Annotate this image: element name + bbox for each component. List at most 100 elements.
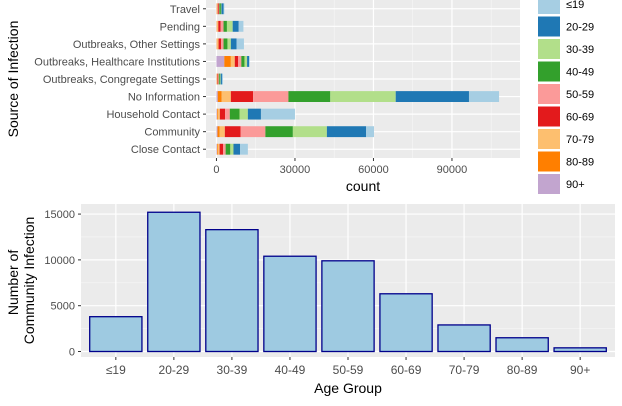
bar-travel-50-59 bbox=[219, 3, 220, 14]
legend-swatch-90plus bbox=[538, 174, 560, 194]
legend-label-80-89: 80-89 bbox=[566, 157, 594, 169]
x-tick-label-50-59: 50-59 bbox=[333, 363, 364, 377]
bar-household-contact-40-49 bbox=[230, 109, 240, 120]
bar-pending-60-69 bbox=[218, 21, 220, 32]
x-tick-label-60000: 60000 bbox=[358, 164, 389, 176]
y-tick-label-no-information: No Information bbox=[128, 92, 200, 104]
bar-outbreaks-healthcare-institutions-90plus bbox=[216, 56, 224, 67]
x-tick-label-30-39: 30-39 bbox=[217, 363, 248, 377]
bar-pending-80-89 bbox=[217, 21, 218, 32]
bar-community-40-49 bbox=[265, 126, 292, 137]
bar-pending-30-39 bbox=[227, 21, 233, 32]
bar-50-59 bbox=[322, 261, 374, 352]
bar-outbreaks-congregate-settings-60-69 bbox=[218, 74, 219, 85]
bar-outbreaks-healthcare-institutions-80-89 bbox=[224, 56, 231, 67]
legend-swatch-40-49 bbox=[538, 62, 560, 82]
x-tick-label-70-79: 70-79 bbox=[449, 363, 480, 377]
legend-label-40-49: 40-49 bbox=[566, 67, 594, 79]
bar-household-contact-le19 bbox=[261, 109, 295, 120]
bar-90plus bbox=[554, 348, 606, 352]
legend-swatch-80-89 bbox=[538, 152, 560, 172]
legend-label-50-59: 50-59 bbox=[566, 89, 594, 101]
bar-close-contact-40-49 bbox=[226, 144, 231, 155]
bottom-y-axis-label-line-2: Community Infection bbox=[21, 217, 37, 345]
y-tick-label-outbreaks-congregate-settings: Outbreaks, Congregate Settings bbox=[43, 74, 201, 86]
bar-community-70-79 bbox=[220, 126, 225, 137]
bar-no-information-40-49 bbox=[288, 91, 330, 102]
bar-close-contact-20-29 bbox=[233, 144, 240, 155]
y-tick-label-close-contact: Close Contact bbox=[131, 144, 200, 156]
bar-outbreaks-healthcare-institutions-70-79 bbox=[231, 56, 235, 67]
bar-community-50-59 bbox=[241, 126, 266, 137]
bar-outbreaks-other-settings-40-49 bbox=[224, 38, 228, 49]
bar-outbreaks-congregate-settings-20-29 bbox=[221, 74, 222, 85]
x-tick-label-0: 0 bbox=[213, 164, 219, 176]
x-tick-label-90plus: 90+ bbox=[570, 363, 590, 377]
legend-label-90plus: 90+ bbox=[566, 179, 585, 191]
bar-close-contact-50-59 bbox=[223, 144, 226, 155]
x-tick-label-40-49: 40-49 bbox=[275, 363, 306, 377]
bar-household-contact-80-89 bbox=[217, 109, 218, 120]
bar-outbreaks-congregate-settings-50-59 bbox=[218, 74, 219, 85]
x-tick-label-80-89: 80-89 bbox=[507, 363, 538, 377]
bar-travel-20-29 bbox=[221, 3, 223, 14]
y-tick-label-15000: 15000 bbox=[44, 209, 75, 221]
bar-travel-60-69 bbox=[218, 3, 219, 14]
bottom-x-axis-label: Age Group bbox=[314, 380, 382, 396]
bar-outbreaks-healthcare-institutions-20-29 bbox=[247, 56, 249, 67]
bar-pending-le19 bbox=[239, 21, 244, 32]
bar-outbreaks-other-settings-60-69 bbox=[219, 38, 222, 49]
bar-household-contact-50-59 bbox=[225, 109, 230, 120]
legend-label-60-69: 60-69 bbox=[566, 112, 594, 124]
y-tick-label-0: 0 bbox=[69, 347, 75, 359]
bar-travel-70-79 bbox=[217, 3, 218, 14]
bar-no-information-30-39 bbox=[330, 91, 395, 102]
legend-swatch-70-79 bbox=[538, 129, 560, 149]
x-tick-label-le19: ≤19 bbox=[106, 363, 126, 377]
bar-outbreaks-healthcare-institutions-60-69 bbox=[235, 56, 238, 67]
y-tick-label-5000: 5000 bbox=[51, 301, 75, 313]
bar-close-contact-le19 bbox=[240, 144, 248, 155]
bar-outbreaks-healthcare-institutions-le19 bbox=[249, 56, 250, 67]
bar-community-20-29 bbox=[327, 126, 366, 137]
bar-outbreaks-other-settings-30-39 bbox=[227, 38, 230, 49]
bar-household-contact-20-29 bbox=[248, 109, 261, 120]
bar-outbreaks-congregate-settings-40-49 bbox=[219, 74, 220, 85]
x-tick-label-20-29: 20-29 bbox=[159, 363, 190, 377]
bar-pending-50-59 bbox=[221, 21, 224, 32]
bar-30-39 bbox=[206, 230, 258, 352]
bar-close-contact-80-89 bbox=[217, 144, 218, 155]
legend-swatch-30-39 bbox=[538, 39, 560, 59]
y-tick-label-pending: Pending bbox=[160, 21, 200, 33]
x-tick-label-30000: 30000 bbox=[280, 164, 311, 176]
bar-outbreaks-other-settings-80-89 bbox=[217, 38, 218, 49]
y-tick-label-household-contact: Household Contact bbox=[106, 109, 200, 121]
bar-pending-70-79 bbox=[217, 21, 218, 32]
bar-community-90plus bbox=[216, 126, 217, 137]
bar-no-information-80-89 bbox=[218, 91, 222, 102]
bar-pending-40-49 bbox=[224, 21, 227, 32]
bar-no-information-le19 bbox=[469, 91, 499, 102]
bar-household-contact-90plus bbox=[216, 109, 217, 120]
bar-travel-40-49 bbox=[219, 3, 221, 14]
legend-swatch-60-69 bbox=[538, 107, 560, 127]
bar-no-information-90plus bbox=[216, 91, 217, 102]
bar-pending-20-29 bbox=[233, 21, 239, 32]
legend-label-70-79: 70-79 bbox=[566, 134, 594, 146]
bar-community-60-69 bbox=[225, 126, 241, 137]
bar-40-49 bbox=[264, 256, 316, 351]
bar-outbreaks-healthcare-institutions-40-49 bbox=[241, 56, 244, 67]
bar-community-30-39 bbox=[293, 126, 327, 137]
bar-close-contact-70-79 bbox=[218, 144, 220, 155]
bar-80-89 bbox=[496, 338, 548, 352]
bar-travel-30-39 bbox=[221, 3, 222, 14]
bar-60-69 bbox=[380, 294, 432, 352]
bar-outbreaks-congregate-settings-le19 bbox=[222, 74, 223, 85]
y-tick-label-travel: Travel bbox=[170, 4, 200, 16]
top-y-axis-label: Source of Infection bbox=[5, 21, 21, 138]
